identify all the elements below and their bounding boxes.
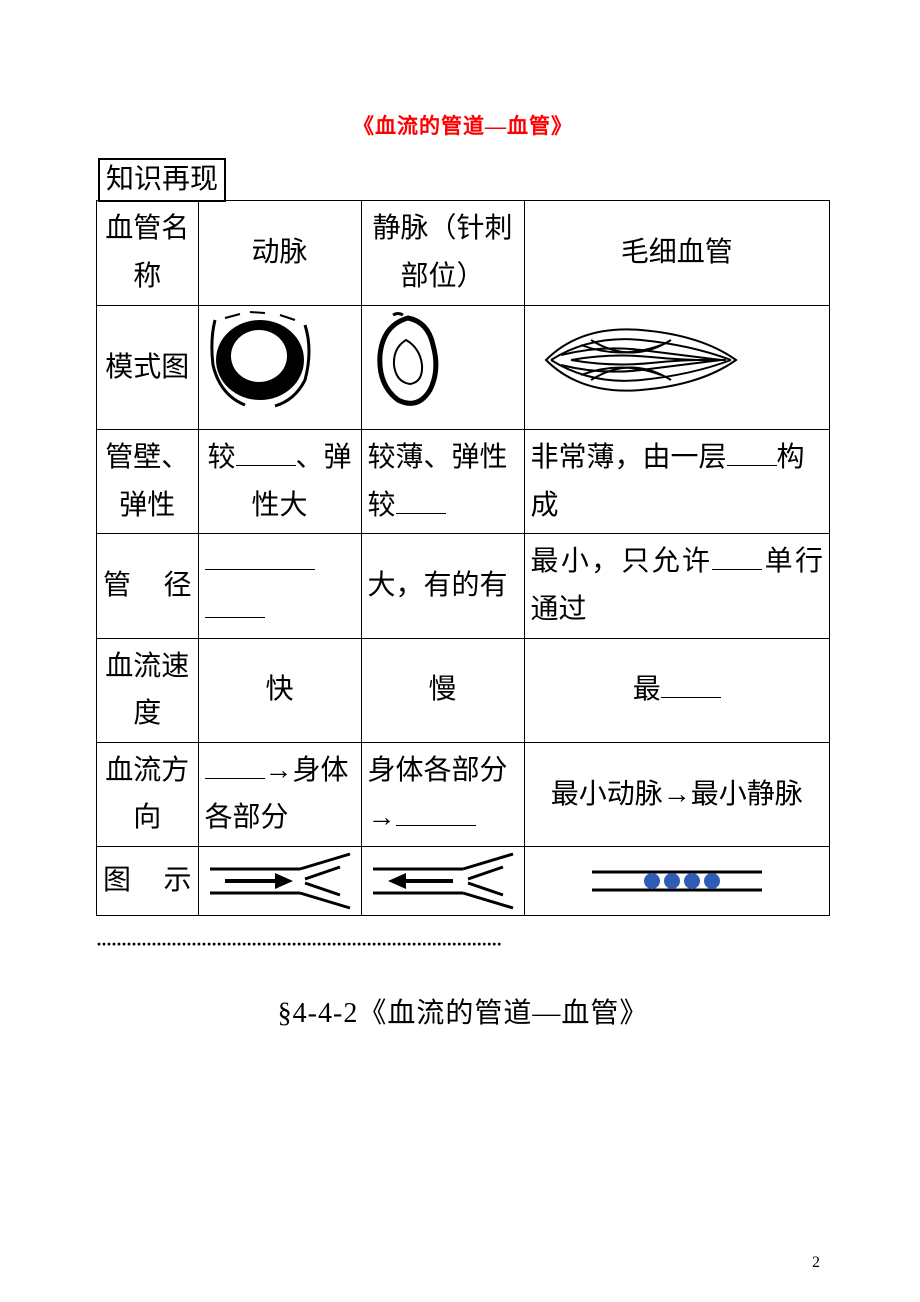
cell-wall-artery: 较、弹性大 [198, 430, 361, 534]
table-row: 管 径 大，有的有 最小，只允许单行通过 [97, 534, 830, 638]
header-name: 血管名称 [97, 201, 199, 305]
cell-diameter-vein: 大，有的有 [361, 534, 524, 638]
header-capillary: 毛细血管 [524, 201, 829, 305]
cell-speed-capillary: 最 [524, 638, 829, 742]
table-row: 血流方向 →身体各部分 身体各部分→ 最小动脉→最小静脉 [97, 742, 830, 846]
divider-dots: ········································… [96, 934, 830, 955]
cell-speed-artery: 快 [198, 638, 361, 742]
row-label: 管 径 [97, 534, 199, 638]
cell-vein-image [361, 305, 524, 430]
cell-wall-vein: 较薄、弹性较 [361, 430, 524, 534]
cell-diameter-artery [198, 534, 361, 638]
cell-flow-artery [198, 846, 361, 915]
table-row: 血管名称 动脉 静脉（针刺部位） 毛细血管 [97, 201, 830, 305]
flow-in-icon [368, 851, 518, 911]
row-label: 管壁、弹性 [97, 430, 199, 534]
capillary-flow-icon [587, 866, 767, 896]
page-title: 《血流的管道—血管》 [96, 110, 830, 140]
cell-speed-vein: 慢 [361, 638, 524, 742]
header-vein: 静脉（针刺部位） [361, 201, 524, 305]
cell-capillary-image [524, 305, 829, 430]
row-label: 模式图 [97, 305, 199, 430]
capillary-diagram-icon [531, 315, 751, 421]
table-row: 管壁、弹性 较、弹性大 较薄、弹性较 非常薄，由一层构成 [97, 430, 830, 534]
header-artery: 动脉 [198, 201, 361, 305]
table-row: 模式图 [97, 305, 830, 430]
artery-diagram-icon [205, 310, 315, 426]
cell-direction-artery: →身体各部分 [198, 742, 361, 846]
table-row: 图 示 [97, 846, 830, 915]
row-label: 血流速度 [97, 638, 199, 742]
cell-direction-capillary: 最小动脉→最小静脉 [524, 742, 829, 846]
subtitle: §4-4-2《血流的管道—血管》 [96, 991, 830, 1031]
cell-wall-capillary: 非常薄，由一层构成 [524, 430, 829, 534]
row-label: 血流方向 [97, 742, 199, 846]
vessel-table: 血管名称 动脉 静脉（针刺部位） 毛细血管 模式图 [96, 200, 830, 916]
cell-artery-image [198, 305, 361, 430]
page-number: 2 [812, 1254, 820, 1272]
section-label: 知识再现 [98, 158, 226, 202]
cell-flow-capillary [524, 846, 829, 915]
flow-out-icon [205, 851, 355, 911]
cell-direction-vein: 身体各部分→ [361, 742, 524, 846]
table-row: 血流速度 快 慢 最 [97, 638, 830, 742]
vein-diagram-icon [368, 310, 448, 426]
row-label: 图 示 [97, 846, 199, 915]
cell-diameter-capillary: 最小，只允许单行通过 [524, 534, 829, 638]
cell-flow-vein [361, 846, 524, 915]
